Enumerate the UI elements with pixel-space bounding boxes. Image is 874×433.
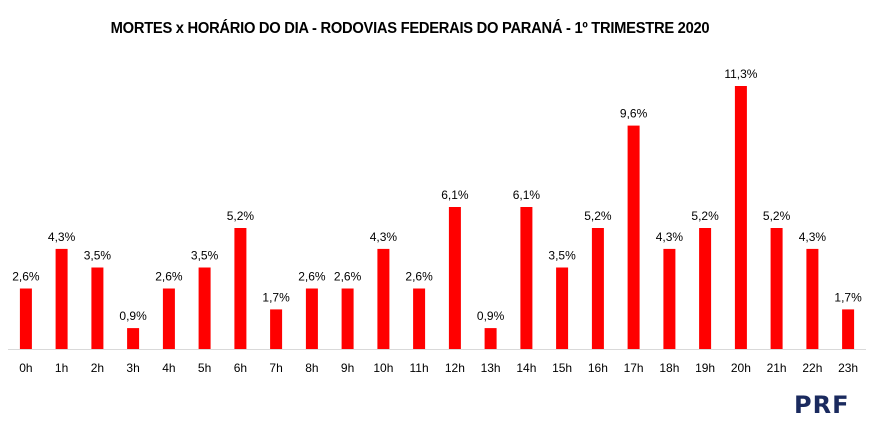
value-label-21h: 5,2% bbox=[763, 209, 791, 223]
bar-0h bbox=[19, 288, 32, 349]
value-label-4h: 2,6% bbox=[155, 270, 183, 284]
value-label-2h: 3,5% bbox=[84, 249, 112, 263]
bar-10h bbox=[377, 248, 390, 349]
bar-12h bbox=[448, 207, 461, 349]
bar-18h bbox=[663, 248, 676, 349]
value-label-15h: 3,5% bbox=[548, 249, 576, 263]
x-tick-label-6h: 6h bbox=[234, 361, 247, 375]
x-tick-label-7h: 7h bbox=[269, 361, 282, 375]
value-label-14h: 6,1% bbox=[513, 188, 541, 202]
x-tick-label-21h: 21h bbox=[767, 361, 787, 375]
bar-9h bbox=[341, 288, 354, 349]
x-tick-label-20h: 20h bbox=[731, 361, 751, 375]
value-label-22h: 4,3% bbox=[799, 230, 827, 244]
bar-17h bbox=[627, 125, 640, 349]
value-label-16h: 5,2% bbox=[584, 209, 612, 223]
bar-8h bbox=[305, 288, 318, 349]
value-label-18h: 4,3% bbox=[656, 230, 684, 244]
bar-6h bbox=[234, 228, 247, 349]
bar-5h bbox=[198, 267, 211, 349]
tick-labels-layer: 0h 1h 2h 3h 4h 5h 6h 7h 8h 9h 10h 11h 12h 13h 14h 15h 16… bbox=[19, 361, 858, 375]
bar-16h bbox=[591, 228, 604, 349]
x-tick-label-23h: 23h bbox=[838, 361, 858, 375]
x-tick-label-1h: 1h bbox=[55, 361, 68, 375]
value-label-3h: 0,9% bbox=[119, 309, 147, 323]
x-tick-label-12h: 12h bbox=[445, 361, 465, 375]
x-tick-label-10h: 10h bbox=[373, 361, 393, 375]
value-label-12h: 6,1% bbox=[441, 188, 469, 202]
value-labels-layer: 2,6% 4,3% 3,5% 0,9% 2,6% 3,5% 5,2% 1,7% 2,6% 2,6%… bbox=[12, 67, 862, 323]
bar-14h bbox=[520, 207, 533, 349]
bar-11h bbox=[413, 288, 426, 349]
value-label-5h: 3,5% bbox=[191, 249, 219, 263]
value-label-20h: 11,3% bbox=[724, 67, 757, 81]
bar-21h bbox=[770, 228, 783, 349]
bar-1h bbox=[55, 248, 68, 349]
bar-7h bbox=[270, 309, 283, 349]
x-tick-label-9h: 9h bbox=[341, 361, 354, 375]
x-tick-label-22h: 22h bbox=[802, 361, 822, 375]
value-label-6h: 5,2% bbox=[227, 209, 255, 223]
bar-2h bbox=[91, 267, 104, 349]
value-label-0h: 2,6% bbox=[12, 270, 40, 284]
value-label-10h: 4,3% bbox=[370, 230, 398, 244]
bar-15h bbox=[556, 267, 569, 349]
prf-logo: PRF bbox=[794, 391, 850, 419]
x-tick-label-11h: 11h bbox=[410, 361, 429, 375]
bar-20h bbox=[734, 86, 747, 349]
value-label-13h: 0,9% bbox=[477, 309, 505, 323]
x-tick-label-3h: 3h bbox=[126, 361, 139, 375]
x-tick-label-8h: 8h bbox=[305, 361, 318, 375]
value-label-19h: 5,2% bbox=[691, 209, 719, 223]
bar-13h bbox=[484, 328, 497, 349]
x-tick-label-2h: 2h bbox=[91, 361, 104, 375]
x-tick-label-15h: 15h bbox=[552, 361, 572, 375]
value-label-8h: 2,6% bbox=[298, 270, 326, 284]
x-tick-label-5h: 5h bbox=[198, 361, 211, 375]
x-tick-label-17h: 17h bbox=[624, 361, 644, 375]
x-tick-label-4h: 4h bbox=[162, 361, 175, 375]
chart-title: MORTES x HORÁRIO DO DIA - RODOVIAS FEDER… bbox=[110, 20, 710, 37]
bar-22h bbox=[806, 248, 819, 349]
x-tick-label-19h: 19h bbox=[695, 361, 715, 375]
value-label-1h: 4,3% bbox=[48, 230, 76, 244]
bars-layer bbox=[19, 86, 855, 349]
bar-23h bbox=[842, 309, 855, 349]
value-label-23h: 1,7% bbox=[834, 290, 862, 304]
bar-3h bbox=[127, 328, 140, 349]
x-tick-label-18h: 18h bbox=[659, 361, 679, 375]
x-tick-label-13h: 13h bbox=[481, 361, 501, 375]
x-tick-label-16h: 16h bbox=[588, 361, 608, 375]
x-tick-label-14h: 14h bbox=[516, 361, 536, 375]
value-label-7h: 1,7% bbox=[262, 290, 290, 304]
value-label-9h: 2,6% bbox=[334, 270, 362, 284]
x-tick-label-0h: 0h bbox=[19, 361, 32, 375]
bar-4h bbox=[162, 288, 175, 349]
bar-19h bbox=[699, 228, 712, 349]
value-label-17h: 9,6% bbox=[620, 107, 648, 121]
value-label-11h: 2,6% bbox=[405, 270, 433, 284]
